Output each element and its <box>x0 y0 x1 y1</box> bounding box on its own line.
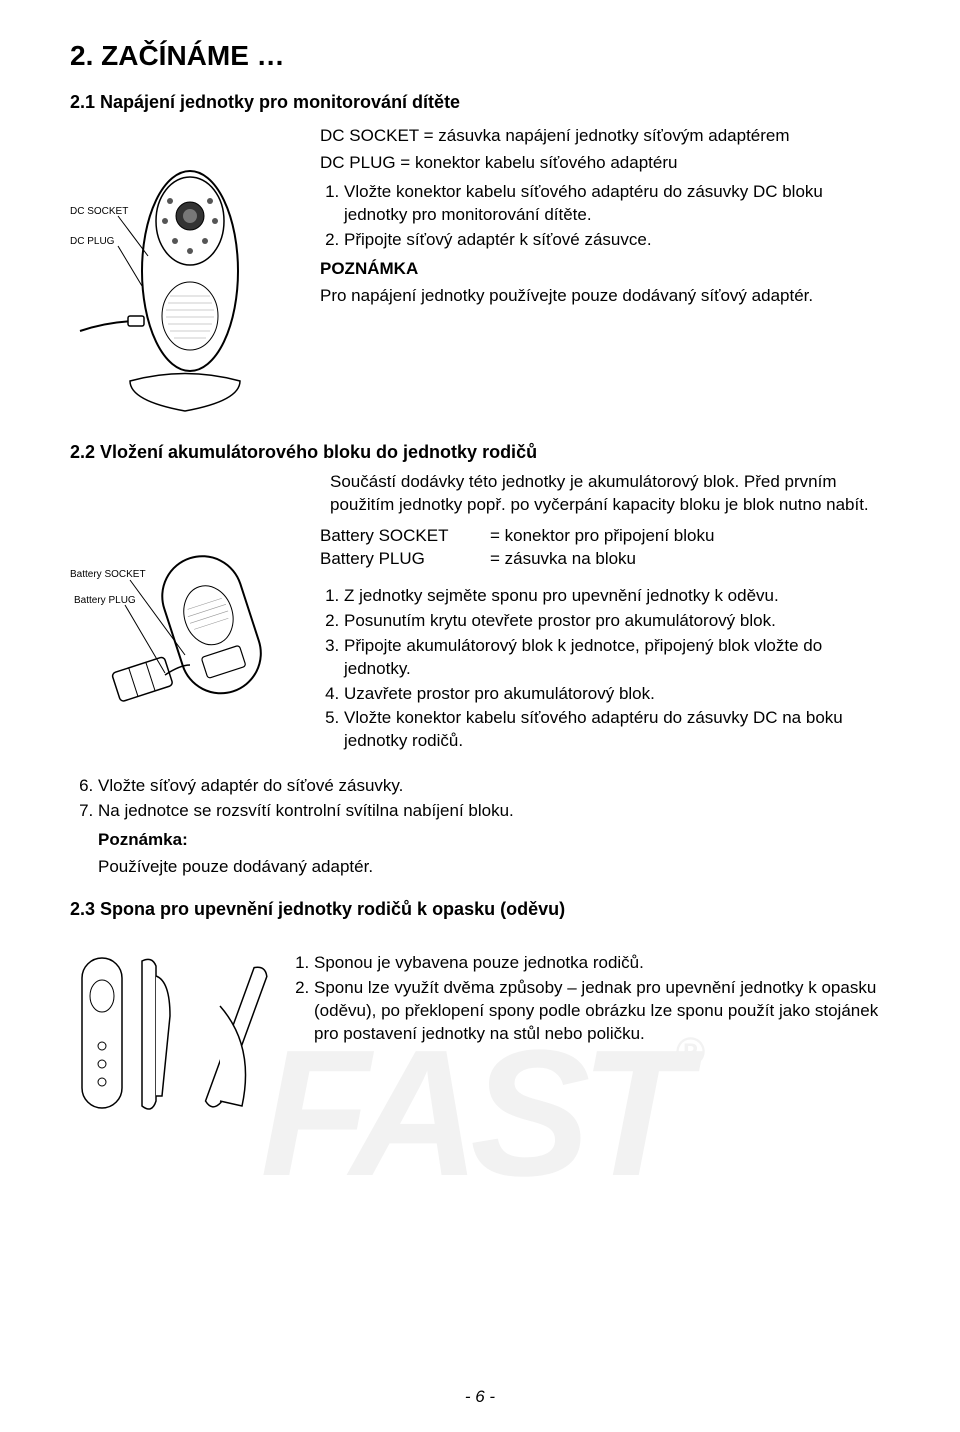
step-2-2-5: Vložte konektor kabelu síťového adaptéru… <box>344 707 890 753</box>
def-battery-plug: Battery PLUG = zásuvka na bloku <box>320 548 890 571</box>
step-2-2-4: Uzavřete prostor pro akumulátorový blok. <box>344 683 890 706</box>
def-dc-plug: DC PLUG = konektor kabelu síťového adapt… <box>320 152 890 175</box>
def-battery-socket: Battery SOCKET = konektor pro připojení … <box>320 525 890 548</box>
section-2-1-heading: 2.1 Napájení jednotky pro monitorování d… <box>70 92 890 113</box>
steps-2-3: Sponou je vybavena pouze jednotka rodičů… <box>290 952 890 1046</box>
note-2-1-heading: POZNÁMKA <box>320 259 418 278</box>
figure-label-dc-plug: DC PLUG <box>70 236 115 247</box>
steps-2-1: Vložte konektor kabelu síťového adaptéru… <box>320 181 890 252</box>
step-2-2-1: Z jednotky sejměte sponu pro upevnění je… <box>344 585 890 608</box>
note-2-2-heading: Poznámka: <box>98 830 188 849</box>
step-2-2-7: Na jednotce se rozsvítí kontrolní svítil… <box>98 800 890 823</box>
page-title: 2. ZAČÍNÁME … <box>70 40 890 72</box>
step-2-1-1: Vložte konektor kabelu síťového adaptéru… <box>344 181 890 227</box>
note-2-1-body: Pro napájení jednotky používejte pouze d… <box>320 285 890 308</box>
figure-2-2: Battery SOCKET Battery PLUG <box>70 525 300 720</box>
step-2-2-2: Posunutím krytu otevřete prostor pro aku… <box>344 610 890 633</box>
step-2-1-2: Připojte síťový adaptér k síťové zásuvce… <box>344 229 890 252</box>
section-2-3-heading: 2.3 Spona pro upevnění jednotky rodičů k… <box>70 899 890 920</box>
steps-2-2-b: Vložte síťový adaptér do síťové zásuvky.… <box>74 775 890 823</box>
step-2-3-1: Sponou je vybavena pouze jednotka rodičů… <box>314 952 890 975</box>
step-2-3-2: Sponu lze využít dvěma způsoby – jednak … <box>314 977 890 1046</box>
figure-label-dc-socket: DC SOCKET <box>70 206 128 217</box>
figure-2-3 <box>70 946 270 1131</box>
section-2-2-heading: 2.2 Vložení akumulátorového bloku do jed… <box>70 442 890 463</box>
para-2-2-intro: Součástí dodávky této jednotky je akumul… <box>330 471 890 517</box>
def-dc-socket: DC SOCKET = zásuvka napájení jednotky sí… <box>320 125 890 148</box>
step-2-2-3: Připojte akumulátorový blok k jednotce, … <box>344 635 890 681</box>
page-number: - 6 - <box>0 1387 960 1407</box>
note-2-2-body: Používejte pouze dodávaný adaptér. <box>98 856 890 879</box>
step-2-2-6: Vložte síťový adaptér do síťové zásuvky. <box>98 775 890 798</box>
figure-label-battery-socket: Battery SOCKET <box>70 569 146 580</box>
steps-2-2-a: Z jednotky sejměte sponu pro upevnění je… <box>320 585 890 754</box>
figure-2-1: DC SOCKET DC PLUG <box>70 121 300 426</box>
figure-label-battery-plug: Battery PLUG <box>74 595 136 606</box>
